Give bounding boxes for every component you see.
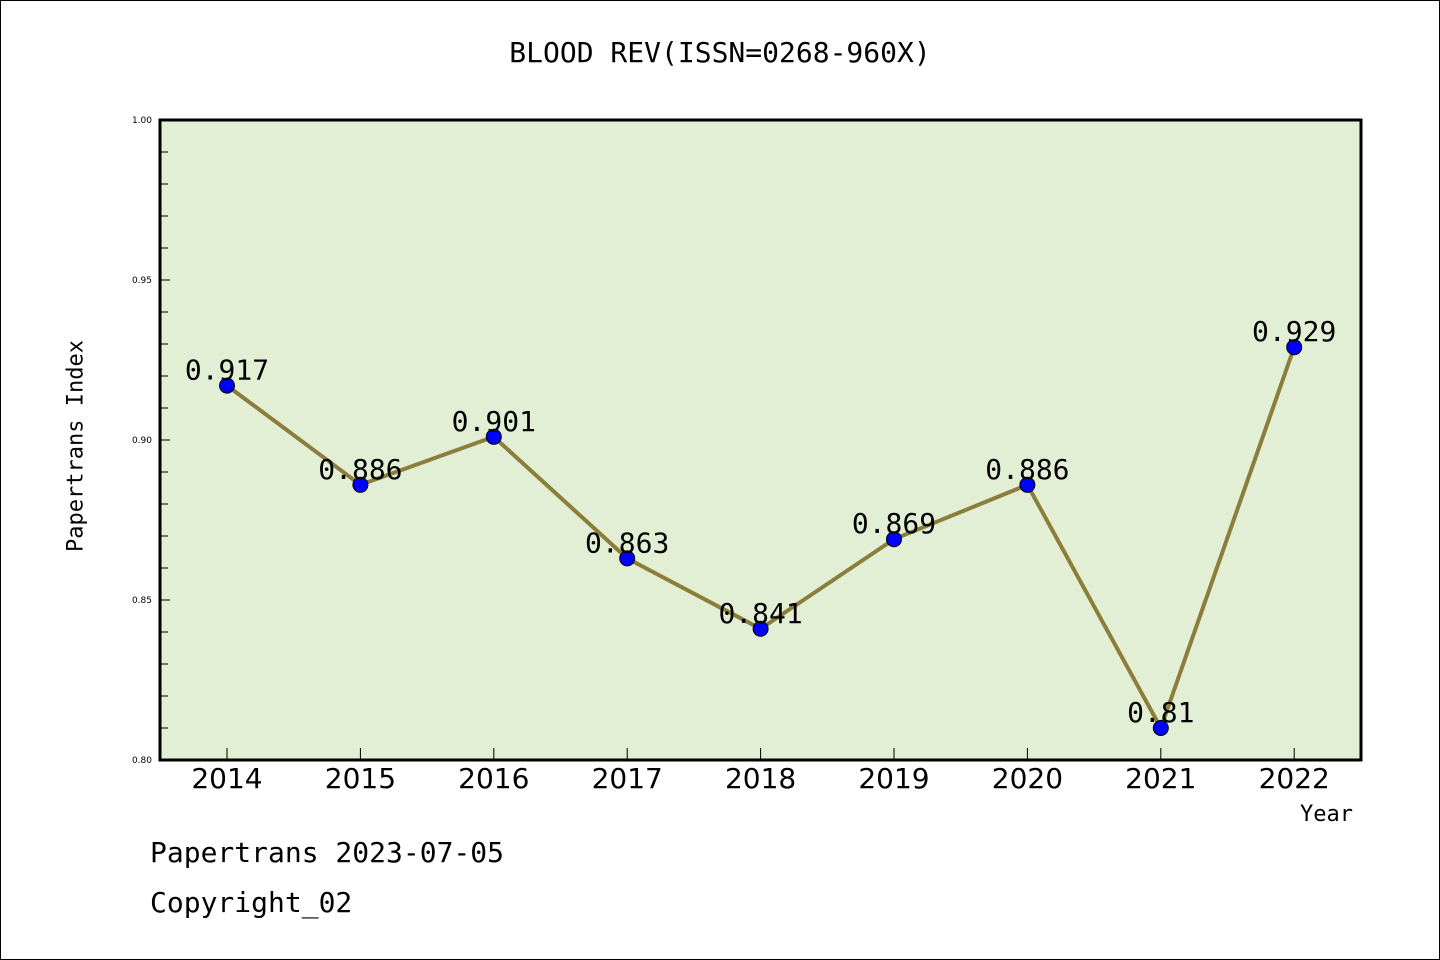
x-axis-label: Year [1300,802,1353,827]
chart-title: BLOOD REV(ISSN=0268-960X) [509,36,931,69]
data-point [1019,476,1036,493]
data-label: 0.917 [185,354,269,387]
data-point [1152,720,1169,736]
data-point [219,377,235,394]
x-tick-label: 2019 [858,762,929,795]
x-tick-label: 2020 [992,762,1063,795]
data-point [886,531,902,548]
footer-copyright: Copyright_02 [150,886,353,919]
plot-area [160,120,1361,760]
x-tick-label: 2015 [325,762,396,795]
y-tick-label: 0.80 [132,756,152,766]
x-tick-label: 2022 [1259,762,1330,795]
footer-date: Papertrans 2023-07-05 [150,836,505,869]
x-tick-label: 2018 [725,762,796,795]
data-point [1286,339,1303,356]
data-point [485,428,502,445]
data-label: 0.886 [985,453,1069,486]
x-tick-label: 2014 [191,762,262,795]
data-point [352,476,369,493]
data-point [619,550,636,567]
data-label: 0.863 [585,526,669,559]
data-label: 0.869 [852,507,936,540]
y-tick-label: 0.85 [132,596,152,606]
y-tick-label: 1.00 [132,116,152,126]
y-tick-label: 0.95 [132,276,152,286]
y-tick-label: 0.90 [132,436,152,446]
data-point [752,620,769,637]
x-tick-label: 2016 [458,762,529,795]
x-tick-label: 2017 [592,762,663,795]
data-label: 0.81 [1127,696,1194,729]
data-label: 0.886 [318,453,402,486]
plot-border [158,118,1363,762]
data-label: 0.901 [452,405,536,438]
x-tick-label: 2021 [1125,762,1196,795]
data-label: 0.841 [718,597,802,630]
data-label: 0.929 [1252,315,1336,348]
